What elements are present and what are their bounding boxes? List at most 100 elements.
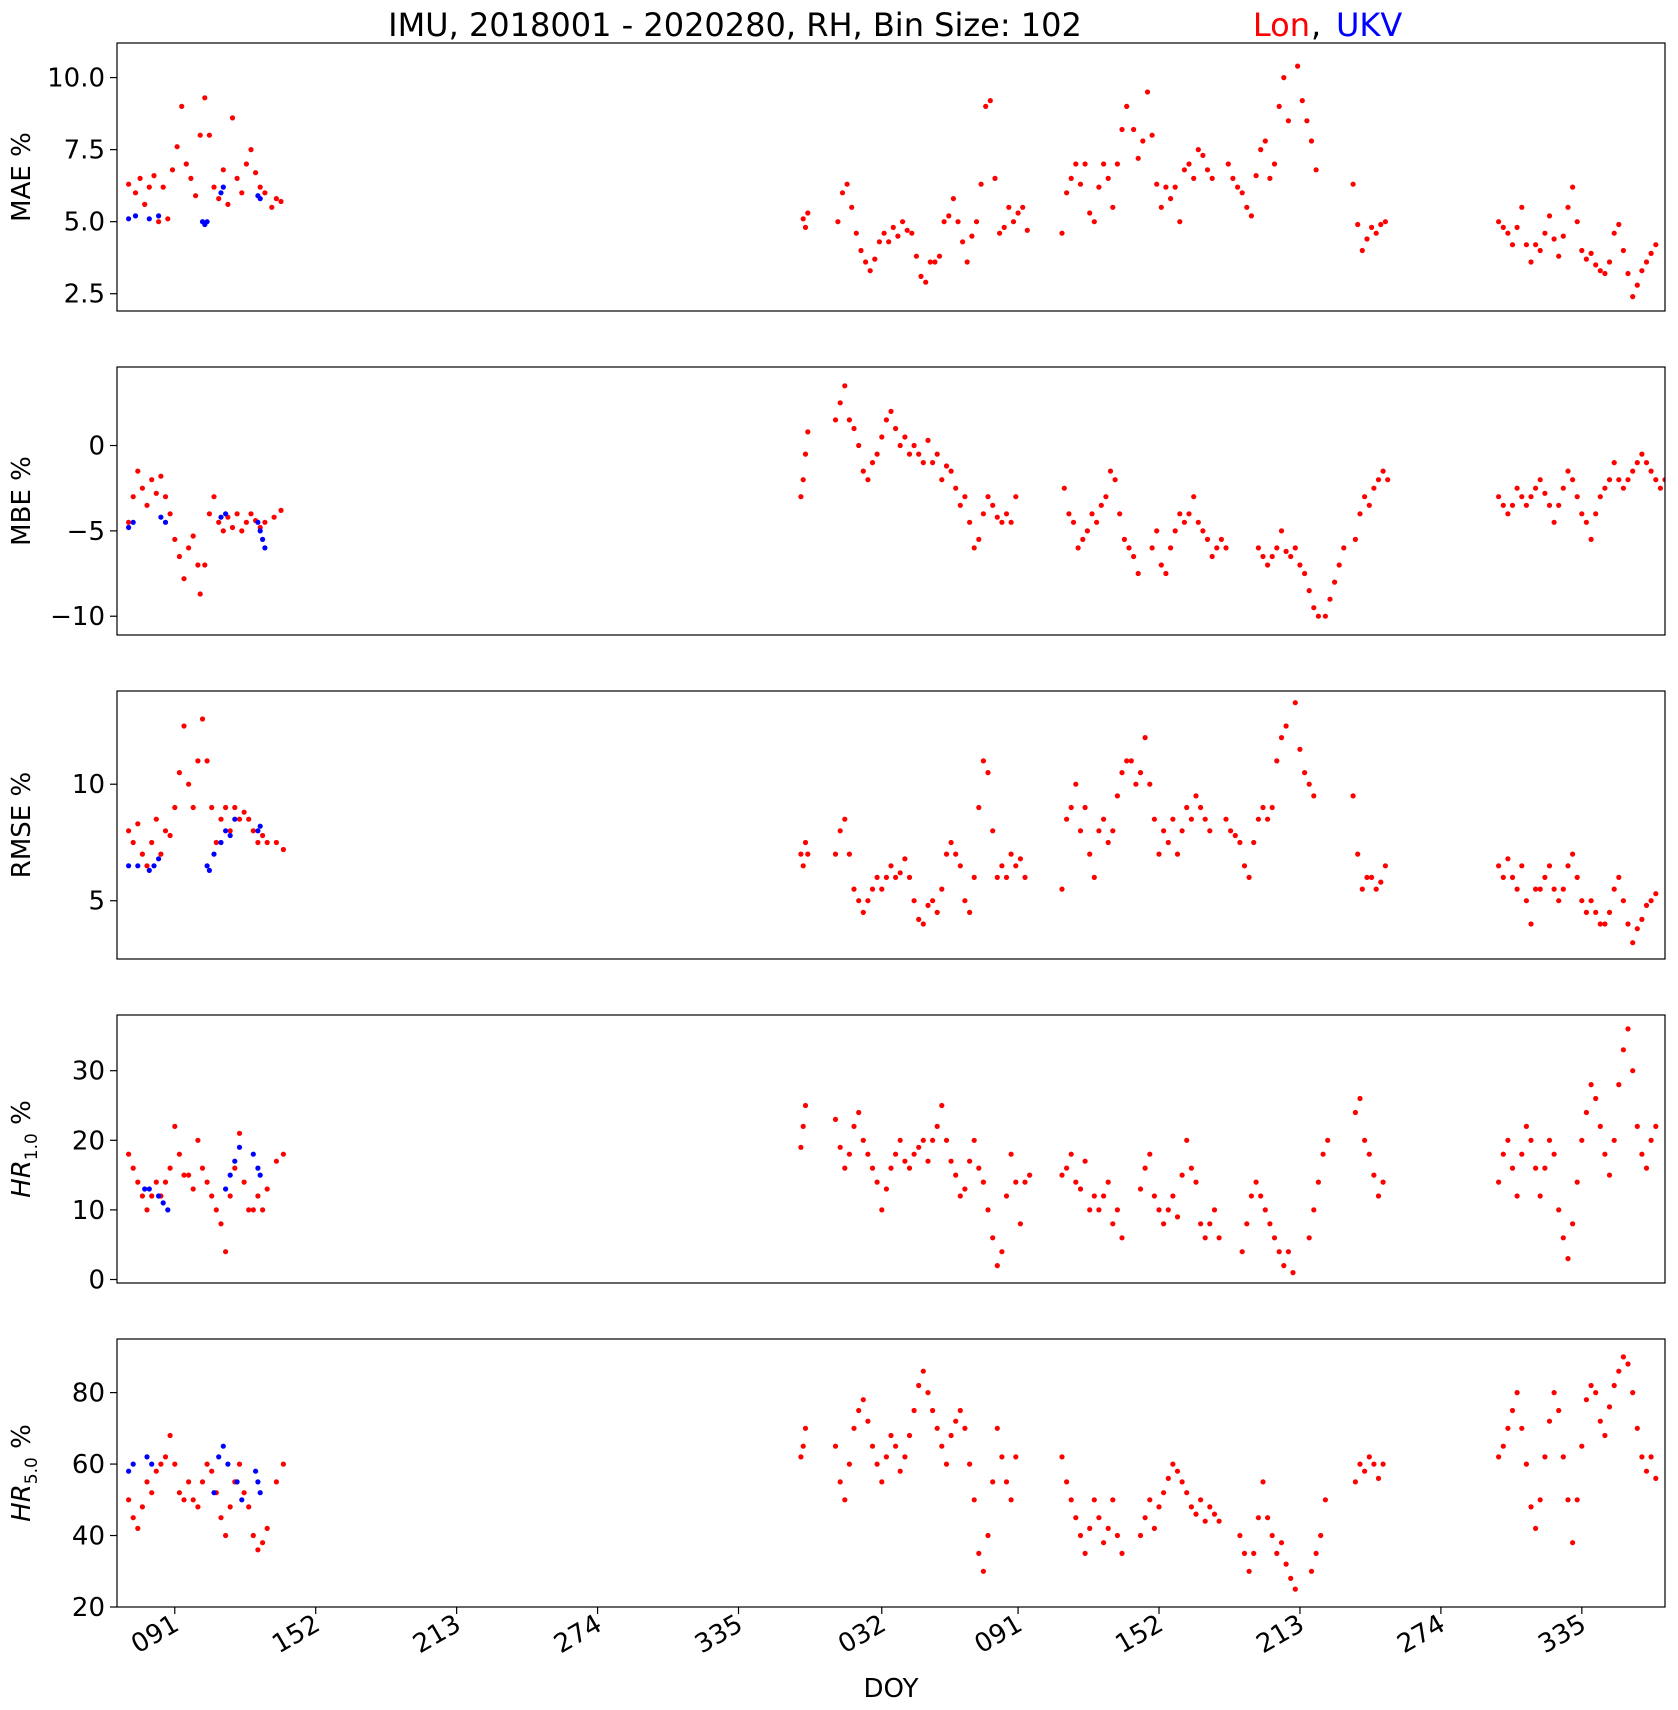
data-point xyxy=(1620,1354,1626,1360)
data-point xyxy=(1246,1568,1252,1574)
data-point xyxy=(1593,1390,1599,1396)
data-point xyxy=(135,1525,141,1531)
data-point xyxy=(1168,196,1174,202)
data-point xyxy=(1542,230,1548,236)
data-point xyxy=(865,1151,871,1157)
data-point xyxy=(280,846,286,853)
data-point xyxy=(1380,1179,1386,1185)
data-point xyxy=(1165,1475,1171,1481)
data-point xyxy=(916,1382,922,1389)
data-point xyxy=(902,856,908,862)
data-point xyxy=(139,1193,145,1199)
data-point xyxy=(1204,536,1211,543)
data-point xyxy=(1165,1207,1171,1213)
data-point xyxy=(1500,224,1506,230)
subplot-5: 20 40 60 80 HR5.0 % xyxy=(7,1338,1666,1623)
data-point xyxy=(176,1151,182,1157)
data-point xyxy=(126,216,132,222)
data-point xyxy=(1195,147,1201,153)
data-point xyxy=(1315,613,1321,619)
data-point xyxy=(1193,793,1199,799)
data-point xyxy=(1315,1179,1321,1185)
data-point xyxy=(805,429,811,435)
data-point xyxy=(1556,253,1562,259)
data-point xyxy=(1064,1479,1070,1485)
data-point xyxy=(1366,1454,1372,1460)
data-point xyxy=(229,524,236,531)
x-tick-label: 274 xyxy=(1392,1609,1450,1660)
data-point xyxy=(156,856,162,862)
data-point xyxy=(920,1368,926,1374)
data-point xyxy=(853,230,859,236)
data-point xyxy=(126,828,132,834)
data-point xyxy=(800,477,806,483)
data-point xyxy=(925,437,931,443)
data-point xyxy=(920,921,926,927)
data-point xyxy=(1013,863,1019,869)
data-point xyxy=(957,1193,963,1199)
data-point xyxy=(162,1179,169,1185)
x-tick-label: 274 xyxy=(549,1609,607,1660)
data-point xyxy=(1625,921,1631,927)
data-point xyxy=(1560,886,1566,892)
data-point xyxy=(280,1461,286,1467)
data-point xyxy=(990,1479,996,1485)
data-point xyxy=(856,1109,862,1116)
data-point xyxy=(1292,1586,1298,1592)
data-point xyxy=(1200,528,1206,534)
data-point xyxy=(916,1144,922,1150)
data-point xyxy=(1077,1186,1084,1192)
data-point xyxy=(1385,477,1391,483)
data-point xyxy=(1648,1454,1654,1460)
data-point xyxy=(144,1479,150,1485)
data-point xyxy=(204,863,210,869)
data-point xyxy=(999,863,1005,869)
data-point xyxy=(1008,519,1014,525)
data-point xyxy=(142,201,148,207)
data-point xyxy=(802,839,809,846)
data-point xyxy=(1574,219,1580,225)
data-point xyxy=(1288,553,1294,560)
data-point xyxy=(278,198,284,205)
data-point xyxy=(234,1479,240,1485)
data-point xyxy=(1311,793,1317,799)
data-point xyxy=(149,1193,155,1199)
data-point xyxy=(206,132,212,138)
data-point xyxy=(906,451,913,457)
data-point xyxy=(1133,781,1139,787)
data-point xyxy=(1313,1550,1319,1556)
data-point xyxy=(1158,562,1164,568)
data-point xyxy=(1253,173,1259,179)
data-point xyxy=(888,408,894,414)
data-point xyxy=(243,519,249,525)
data-point xyxy=(1271,1235,1278,1241)
data-point xyxy=(218,839,224,846)
data-point xyxy=(1276,103,1282,109)
data-point xyxy=(1352,1109,1358,1116)
data-point xyxy=(1232,832,1238,839)
data-point xyxy=(1209,175,1215,181)
data-point xyxy=(1639,1151,1645,1157)
data-point xyxy=(983,103,989,109)
data-point xyxy=(1216,1235,1222,1241)
data-point xyxy=(1059,230,1065,236)
plot-area xyxy=(126,63,1659,300)
data-point xyxy=(874,874,880,881)
data-point xyxy=(188,175,194,181)
data-point xyxy=(218,816,224,822)
data-point xyxy=(1606,1404,1613,1410)
data-point xyxy=(255,1479,261,1485)
data-point xyxy=(1135,155,1141,161)
data-point xyxy=(999,1454,1005,1460)
data-point xyxy=(199,716,206,722)
y-axis-label: MAE % xyxy=(7,132,37,222)
data-point xyxy=(1214,545,1220,551)
data-point xyxy=(971,545,977,551)
data-point xyxy=(1013,1179,1019,1185)
data-point xyxy=(860,1137,866,1143)
data-point xyxy=(1087,1207,1093,1213)
data-point xyxy=(1101,816,1107,822)
data-point xyxy=(1241,863,1248,869)
y-tick-label: 40 xyxy=(72,1522,105,1552)
data-point xyxy=(1556,1207,1562,1213)
